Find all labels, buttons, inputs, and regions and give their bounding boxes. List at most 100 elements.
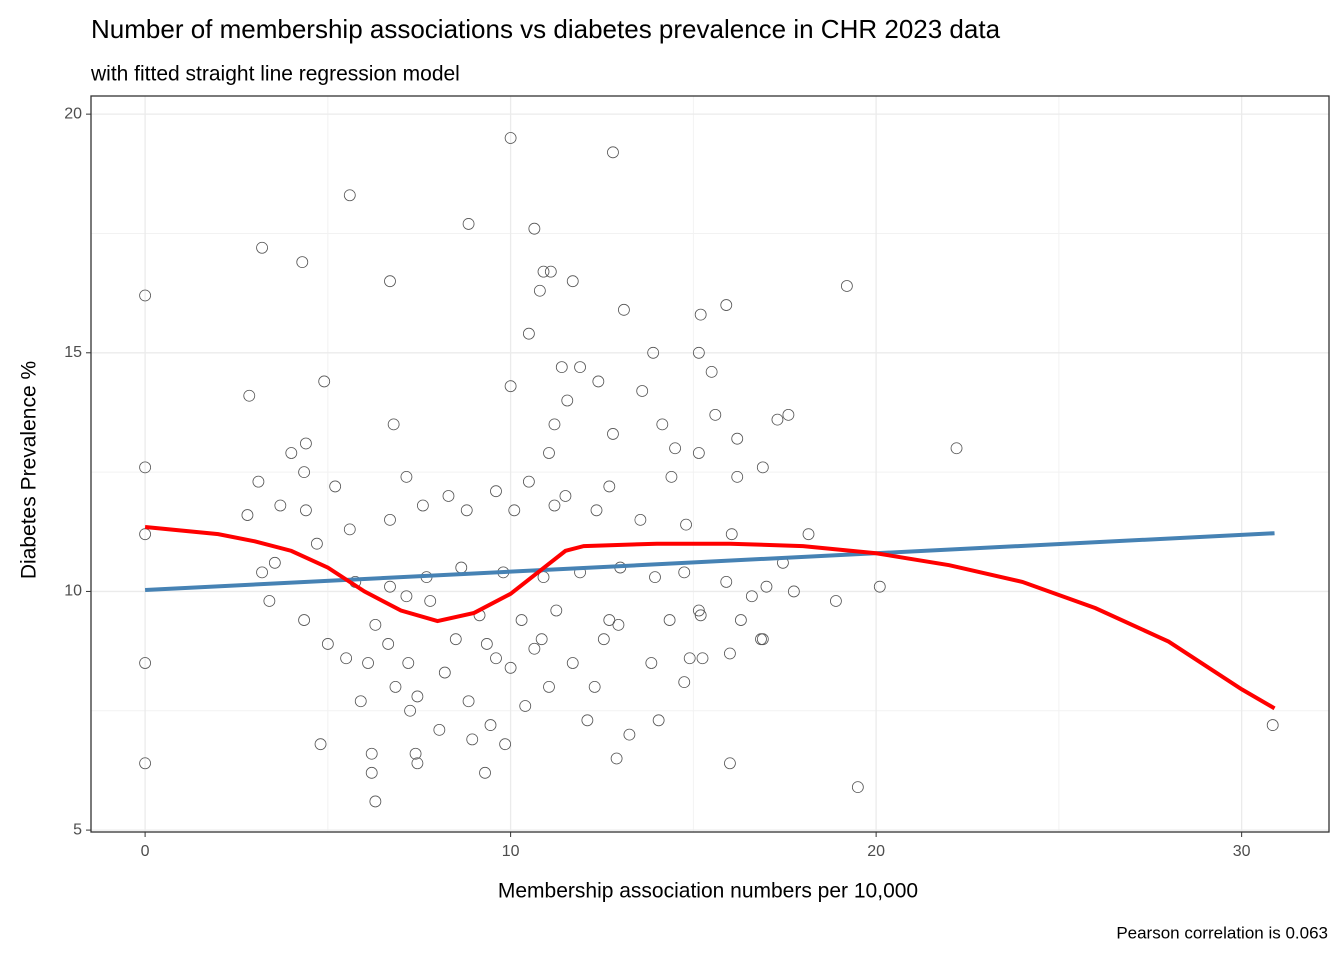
point [369,795,382,808]
point [656,418,669,431]
point [365,747,378,760]
point [329,480,342,493]
point [543,447,555,459]
y-tick-label: 10 [64,583,82,600]
point [603,480,616,493]
point [537,265,550,278]
point [504,132,517,144]
caption: Pearson correlation is 0.063 [1116,923,1328,942]
point [665,470,678,483]
point [389,681,402,693]
point [263,595,276,607]
point [756,461,769,474]
point [678,566,691,579]
point [760,580,773,593]
point [310,537,323,550]
point [548,499,561,512]
point [296,256,309,269]
point [607,428,619,440]
point [362,657,374,669]
point [574,361,586,374]
point [647,346,660,359]
point [678,676,691,689]
point [519,700,532,712]
x-tick-label: 30 [1233,843,1251,860]
point [725,528,738,541]
point [256,566,268,579]
point [612,618,625,631]
point [490,485,502,498]
point [369,618,382,631]
point [597,633,610,646]
point [480,638,493,650]
point [680,518,692,531]
point [400,470,413,483]
point [787,585,800,598]
point [731,470,744,483]
point [830,595,842,607]
point [424,595,437,607]
point [384,513,396,526]
panel-border [90,95,1330,833]
point [734,614,747,626]
point [559,490,572,502]
point [618,303,630,316]
y-tick-label: 20 [64,105,82,122]
point [555,361,568,374]
point [449,633,462,646]
point [462,695,475,708]
point [588,681,601,693]
point [460,504,473,517]
point [873,580,886,593]
point [550,604,563,617]
point [343,523,356,536]
y-tick-label: 15 [64,344,82,361]
point [139,461,151,474]
point [561,394,574,407]
point [504,380,517,393]
y-tick-label: 5 [73,821,82,838]
point [400,590,413,603]
point [745,590,758,603]
point [533,284,546,297]
point [490,652,502,665]
point [285,447,298,459]
point [387,418,400,431]
point [318,375,331,388]
point [566,275,579,288]
x-tick-label: 0 [141,843,150,860]
point [416,499,429,512]
point [692,447,705,459]
point [802,528,815,541]
point [592,375,605,388]
point [479,766,491,779]
point [409,747,422,760]
point [724,647,736,660]
point [433,723,446,736]
point [692,604,705,617]
point [241,509,254,521]
point [623,728,636,741]
point [139,657,151,669]
point [581,714,594,727]
point [709,408,722,421]
point [365,766,378,779]
point [663,614,676,626]
point [528,222,541,235]
point [438,666,451,679]
point [442,490,455,502]
point [590,504,603,517]
point [274,499,287,512]
point [566,657,579,669]
x-axis-label: Membership association numbers per 10,00… [498,880,918,903]
point [343,189,356,202]
point [268,556,281,569]
point [252,475,265,488]
point [705,365,718,378]
point [649,571,661,584]
point [724,757,736,770]
point [298,614,310,626]
point [139,757,151,770]
